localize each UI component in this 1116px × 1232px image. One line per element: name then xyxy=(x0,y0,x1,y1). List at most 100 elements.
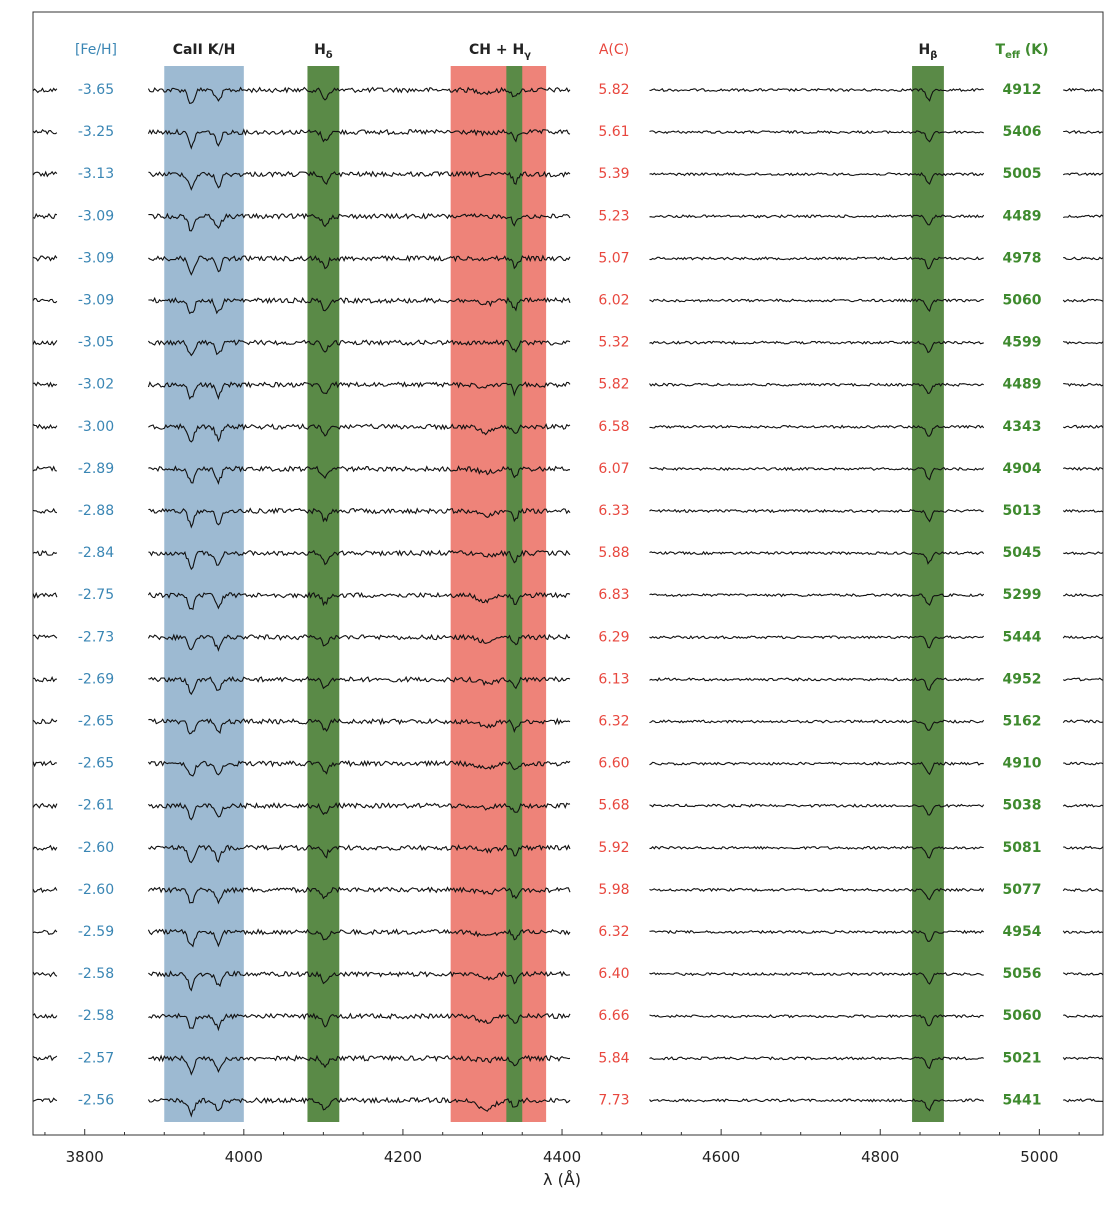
header-teff: Teff (K) xyxy=(996,42,1049,61)
spectrum-20 xyxy=(32,928,1104,948)
spectrum-10 xyxy=(32,507,1104,529)
spectrum-14-segment-2 xyxy=(649,677,984,691)
spectrum-3 xyxy=(32,212,1104,232)
ac-value-16: 6.60 xyxy=(598,756,629,772)
spectrum-9-segment-0 xyxy=(32,465,58,472)
spectrum-8-segment-1 xyxy=(148,423,571,443)
spectrum-5-segment-2 xyxy=(649,298,984,313)
header-teff-main: T xyxy=(996,42,1006,58)
spectrum-1-segment-2 xyxy=(649,130,984,143)
ac-value-22: 6.66 xyxy=(598,1008,629,1024)
teff-value-11: 5045 xyxy=(1003,545,1042,561)
spectrum-22-segment-3 xyxy=(1063,1014,1104,1019)
spectrum-8 xyxy=(32,423,1104,443)
spectrum-16-segment-1 xyxy=(147,759,571,777)
spectrum-7-segment-1 xyxy=(147,380,571,400)
feh-value-17: -2.61 xyxy=(78,798,114,814)
spectrum-19-segment-2 xyxy=(649,887,985,901)
spectrum-8-segment-0 xyxy=(32,423,58,430)
teff-value-1: 5406 xyxy=(1003,124,1042,140)
spectrum-18-segment-1 xyxy=(148,844,571,864)
ac-value-3: 5.23 xyxy=(598,208,629,224)
spectrum-12 xyxy=(32,591,1104,611)
spectrum-14-segment-0 xyxy=(32,676,57,683)
spectrum-17-segment-1 xyxy=(147,802,571,821)
teff-value-20: 4954 xyxy=(1003,924,1042,940)
ac-value-17: 5.68 xyxy=(598,798,629,814)
feh-value-18: -2.60 xyxy=(78,840,114,856)
spectrum-24-segment-0 xyxy=(32,1097,58,1103)
spectrum-5-segment-1 xyxy=(148,296,571,315)
spectrum-9 xyxy=(32,465,1104,486)
spectrum-15-segment-2 xyxy=(649,719,985,731)
row-labels: -3.65 5.82 4912 -3.25 5.61 5406 -3.13 5.39 5005 -… xyxy=(78,82,1042,1108)
x-tick-label-1: 4000 xyxy=(225,1148,263,1166)
feh-value-15: -2.65 xyxy=(78,714,114,730)
spectrum-18-segment-2 xyxy=(649,845,984,859)
ac-value-24: 7.73 xyxy=(598,1092,629,1108)
spectrum-14-segment-3 xyxy=(1062,677,1104,682)
spectrum-3-segment-0 xyxy=(32,212,58,220)
feh-value-19: -2.60 xyxy=(78,882,114,898)
spectrum-19-segment-3 xyxy=(1062,887,1104,892)
ac-value-5: 6.02 xyxy=(598,293,629,309)
spectrum-0-segment-1 xyxy=(147,86,571,105)
teff-value-0: 4912 xyxy=(1003,82,1042,98)
spectrum-7-segment-2 xyxy=(649,382,984,395)
feh-value-22: -2.58 xyxy=(78,1008,114,1024)
band-3 xyxy=(506,66,523,1122)
teff-value-24: 5441 xyxy=(1003,1092,1042,1108)
teff-value-2: 5005 xyxy=(1003,166,1042,182)
ac-value-2: 5.39 xyxy=(598,166,629,182)
spectrum-3-segment-3 xyxy=(1063,214,1104,219)
spectrum-17 xyxy=(32,802,1104,821)
spectra-lines xyxy=(32,86,1104,1118)
spectrum-15-segment-1 xyxy=(148,717,571,735)
spectrum-13-segment-0 xyxy=(32,634,58,640)
header-teff-sub: eff xyxy=(1005,50,1021,61)
teff-value-5: 5060 xyxy=(1003,293,1042,309)
ac-value-4: 5.07 xyxy=(598,250,629,266)
header-hbeta: Hβ xyxy=(919,42,938,61)
spectrum-6-segment-0 xyxy=(32,340,58,346)
ac-value-7: 5.82 xyxy=(598,377,629,393)
teff-value-6: 4599 xyxy=(1003,335,1042,351)
spectrum-16-segment-2 xyxy=(649,761,984,776)
header-hdelta: Hδ xyxy=(314,42,333,61)
spectrum-23-segment-3 xyxy=(1062,1056,1104,1061)
spectrum-9-segment-2 xyxy=(649,466,985,481)
spectrum-4 xyxy=(32,254,1104,276)
spectrum-20-segment-1 xyxy=(147,928,571,948)
spectrum-23 xyxy=(32,1054,1104,1076)
header-feh: [Fe/H] xyxy=(75,42,117,58)
spectrum-4-segment-3 xyxy=(1063,256,1104,261)
spectrum-17-segment-3 xyxy=(1062,803,1104,808)
spectrum-19 xyxy=(32,886,1104,905)
x-tick-label-4: 4600 xyxy=(702,1148,740,1166)
spectrum-9-segment-1 xyxy=(148,465,570,486)
feh-value-2: -3.13 xyxy=(78,166,114,182)
spectrum-12-segment-0 xyxy=(32,591,58,599)
spectrum-13-segment-2 xyxy=(649,635,985,649)
teff-value-8: 4343 xyxy=(1003,419,1042,435)
spectrum-23-segment-2 xyxy=(649,1056,984,1070)
teff-value-10: 5013 xyxy=(1003,503,1042,519)
feh-value-6: -3.05 xyxy=(78,335,114,351)
spectrum-19-segment-1 xyxy=(147,886,571,905)
spectrum-0-segment-3 xyxy=(1063,87,1104,92)
spectrum-24-segment-1 xyxy=(147,1096,571,1118)
teff-value-15: 5162 xyxy=(1003,714,1042,730)
spectrum-20-segment-0 xyxy=(32,929,58,935)
spectrum-13-segment-3 xyxy=(1062,635,1104,640)
spectrum-5-segment-3 xyxy=(1062,298,1104,303)
teff-value-19: 5077 xyxy=(1003,882,1042,898)
x-tick-label-6: 5000 xyxy=(1020,1148,1058,1166)
spectrum-11-segment-3 xyxy=(1063,551,1104,556)
feh-value-9: -2.89 xyxy=(78,461,114,477)
feh-value-20: -2.59 xyxy=(78,924,114,940)
spectrum-11-segment-0 xyxy=(32,550,58,557)
teff-value-16: 4910 xyxy=(1003,756,1042,772)
spectrum-16-segment-0 xyxy=(32,760,57,768)
spectrum-13 xyxy=(32,633,1104,652)
